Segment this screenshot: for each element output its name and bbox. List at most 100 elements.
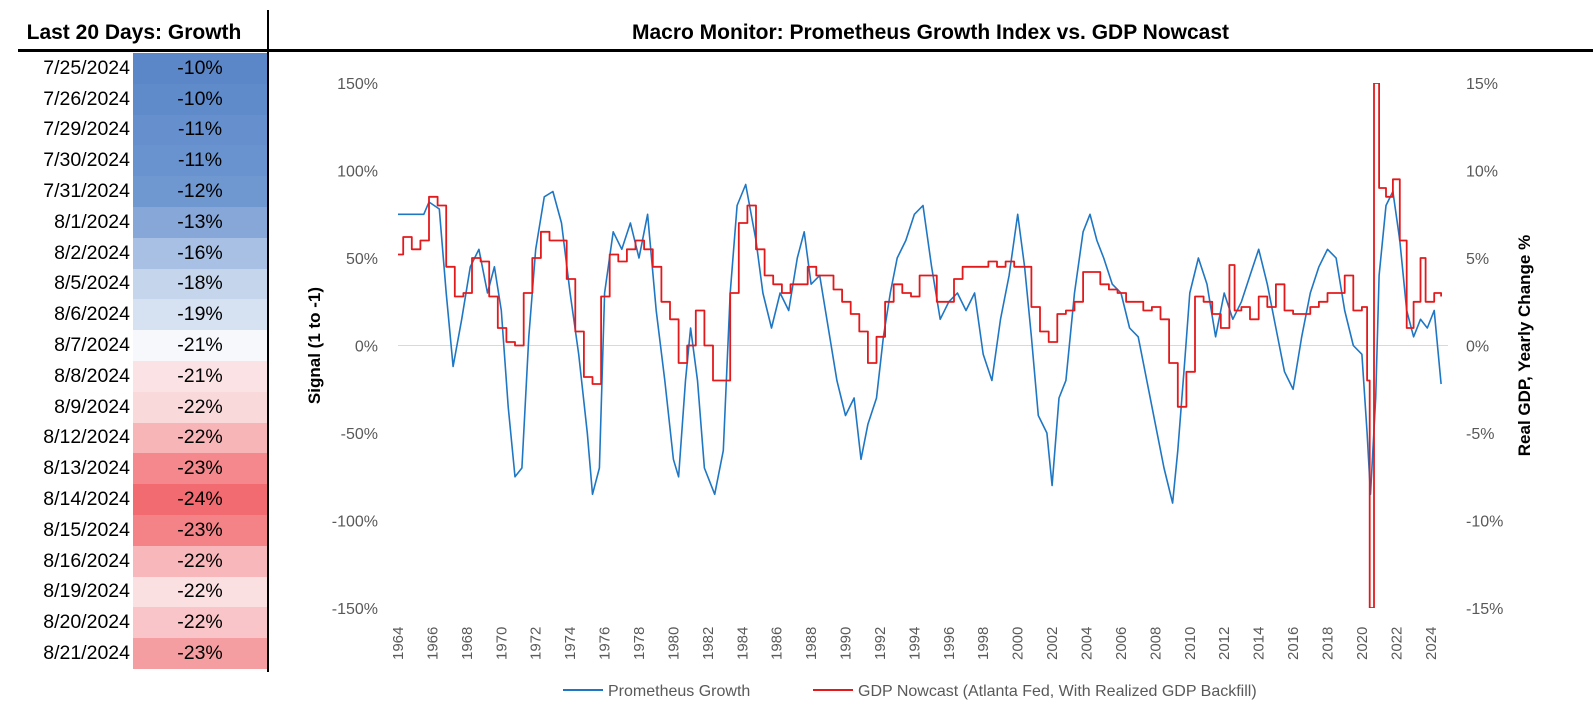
row-date: 8/2/2024 [54, 241, 130, 264]
row-date: 8/1/2024 [54, 210, 130, 233]
x-tick-label: 2004 [1079, 627, 1096, 660]
row-date: 8/16/2024 [43, 549, 130, 572]
x-tick-label: 2008 [1147, 627, 1164, 660]
row-growth-value: -13% [133, 206, 267, 238]
row-growth-value: -10% [133, 53, 267, 84]
left-panel-title: Last 20 Days: Growth [26, 21, 242, 44]
row-growth-value: -23% [133, 638, 267, 669]
row-date: 7/26/2024 [43, 87, 130, 110]
table-row: 8/20/2024 -22% [18, 607, 267, 639]
y-axis-title: Signal (1 to -1) [305, 287, 324, 404]
x-tick-label: 2022 [1388, 627, 1405, 660]
row-growth-value: -21% [133, 360, 267, 392]
x-tick-label: 1974 [562, 627, 579, 660]
row-growth-value: -23% [133, 514, 267, 546]
y-tick-label: -100% [332, 514, 378, 531]
row-date: 8/15/2024 [43, 518, 130, 541]
row-growth-value: -11% [133, 114, 267, 146]
row-growth-value: -22% [133, 545, 267, 577]
panel-divider [267, 10, 269, 672]
row-date: 7/29/2024 [43, 118, 130, 141]
x-tick-label: 1970 [493, 627, 510, 660]
y2-tick-label: -15% [1466, 601, 1503, 618]
table-row: 8/6/2024 -19% [18, 299, 267, 331]
y2-tick-label: 5% [1466, 251, 1489, 268]
row-growth-value: -23% [133, 453, 267, 485]
x-tick-label: 2014 [1251, 627, 1268, 660]
legend-label: GDP Nowcast (Atlanta Fed, With Realized … [858, 683, 1257, 700]
row-date: 8/9/2024 [54, 395, 130, 418]
table-row: 7/29/2024 -11% [18, 114, 267, 146]
table-row: 8/8/2024 -21% [18, 360, 267, 392]
table-row: 8/21/2024 -23% [18, 638, 267, 669]
x-tick-label: 1978 [631, 627, 648, 660]
row-growth-value: -24% [133, 484, 267, 515]
row-growth-value: -16% [133, 237, 267, 269]
x-tick-label: 1992 [872, 627, 889, 660]
x-tick-label: 1986 [769, 627, 786, 660]
row-growth-value: -12% [133, 176, 267, 207]
header-divider [18, 49, 1593, 52]
table-row: 7/31/2024 -12% [18, 176, 267, 207]
row-growth-value: -18% [133, 268, 267, 300]
table-row: 7/26/2024 -10% [18, 83, 267, 115]
row-growth-value: -22% [133, 391, 267, 423]
x-tick-label: 2012 [1216, 627, 1233, 660]
x-tick-label: 2018 [1320, 627, 1337, 660]
row-date: 8/7/2024 [54, 334, 130, 357]
x-tick-label: 1996 [941, 627, 958, 660]
table-row: 8/14/2024 -24% [18, 484, 267, 515]
row-date: 8/14/2024 [43, 488, 130, 511]
x-tick-label: 2000 [1010, 627, 1027, 660]
y2-tick-label: -10% [1466, 514, 1503, 531]
table-row: 8/13/2024 -23% [18, 453, 267, 485]
x-tick-label: 1994 [906, 627, 923, 660]
x-tick-label: 2016 [1285, 627, 1302, 660]
row-date: 8/20/2024 [43, 611, 130, 634]
growth-table: 7/25/2024 -10% 7/26/2024 -10% 7/29/2024 -11% 7… [18, 53, 267, 669]
row-date: 7/25/2024 [43, 56, 130, 79]
row-date: 8/13/2024 [43, 457, 130, 480]
y2-tick-label: 0% [1466, 339, 1489, 356]
row-growth-value: -22% [133, 576, 267, 608]
x-tick-label: 1972 [528, 627, 545, 660]
x-tick-label: 2006 [1113, 627, 1130, 660]
row-date: 7/31/2024 [43, 180, 130, 203]
x-tick-label: 2020 [1354, 627, 1371, 660]
y2-axis-title: Real GDP, Yearly Change % [1515, 235, 1534, 456]
x-tick-label: 1990 [838, 627, 855, 660]
x-tick-label: 1966 [424, 627, 441, 660]
table-row: 8/16/2024 -22% [18, 545, 267, 577]
x-tick-label: 1964 [390, 627, 407, 660]
row-date: 8/6/2024 [54, 303, 130, 326]
table-row: 8/12/2024 -22% [18, 422, 267, 454]
x-tick-label: 1982 [700, 627, 717, 660]
series-line-prometheus-growth [398, 183, 1442, 504]
x-tick-label: 1984 [734, 627, 751, 660]
table-row: 8/15/2024 -23% [18, 514, 267, 546]
y-tick-label: 0% [355, 339, 378, 356]
table-row: 8/1/2024 -13% [18, 206, 267, 238]
x-tick-label: 2010 [1182, 627, 1199, 660]
legend-label: Prometheus Growth [608, 683, 750, 700]
y2-tick-label: -5% [1466, 426, 1494, 443]
row-growth-value: -22% [133, 422, 267, 454]
table-row: 8/7/2024 -21% [18, 330, 267, 361]
row-growth-value: -11% [133, 145, 267, 177]
row-date: 8/5/2024 [54, 272, 130, 295]
row-date: 7/30/2024 [43, 149, 130, 172]
chart-title: Macro Monitor: Prometheus Growth Index v… [631, 21, 1230, 44]
row-growth-value: -10% [133, 83, 267, 115]
x-tick-label: 2002 [1044, 627, 1061, 660]
table-row: 8/19/2024 -22% [18, 576, 267, 608]
row-date: 8/21/2024 [43, 642, 130, 665]
table-row: 8/5/2024 -18% [18, 268, 267, 300]
row-growth-value: -21% [133, 330, 267, 361]
y2-tick-label: 15% [1466, 76, 1498, 93]
macro-chart: 150% 100% 50% 0% -50% -100% -150% 15% 10% 5% 0% -5%… [305, 76, 1534, 700]
y2-tick-label: 10% [1466, 164, 1498, 181]
row-date: 8/12/2024 [43, 426, 130, 449]
table-row: 8/9/2024 -22% [18, 391, 267, 423]
y-tick-label: 100% [337, 164, 378, 181]
table-row: 7/25/2024 -10% [18, 53, 267, 84]
